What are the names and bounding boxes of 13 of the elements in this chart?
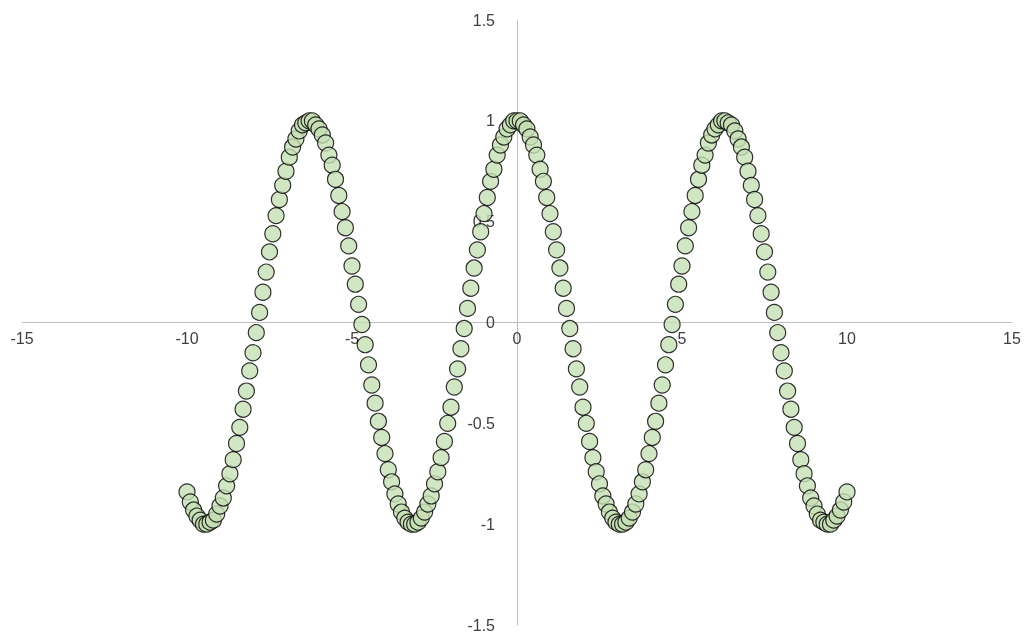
y-tick-label: 1.5 xyxy=(472,11,496,29)
y-tick-label: -1 xyxy=(480,515,496,533)
x-tick-label: 5 xyxy=(677,330,687,347)
x-tick-label: -15 xyxy=(10,330,34,347)
y-tick-label: -0.5 xyxy=(467,414,496,432)
y-tick-label: 0 xyxy=(486,314,496,331)
x-tick-label: 0 xyxy=(512,330,522,347)
x-tick-label: 15 xyxy=(1003,330,1021,347)
y-tick-label: -1.5 xyxy=(467,616,496,634)
x-tick-label: -10 xyxy=(175,330,199,347)
y-tick-label: 1 xyxy=(486,112,496,130)
x-tick-label: 10 xyxy=(838,330,856,347)
x-tick-label: -5 xyxy=(344,330,360,347)
